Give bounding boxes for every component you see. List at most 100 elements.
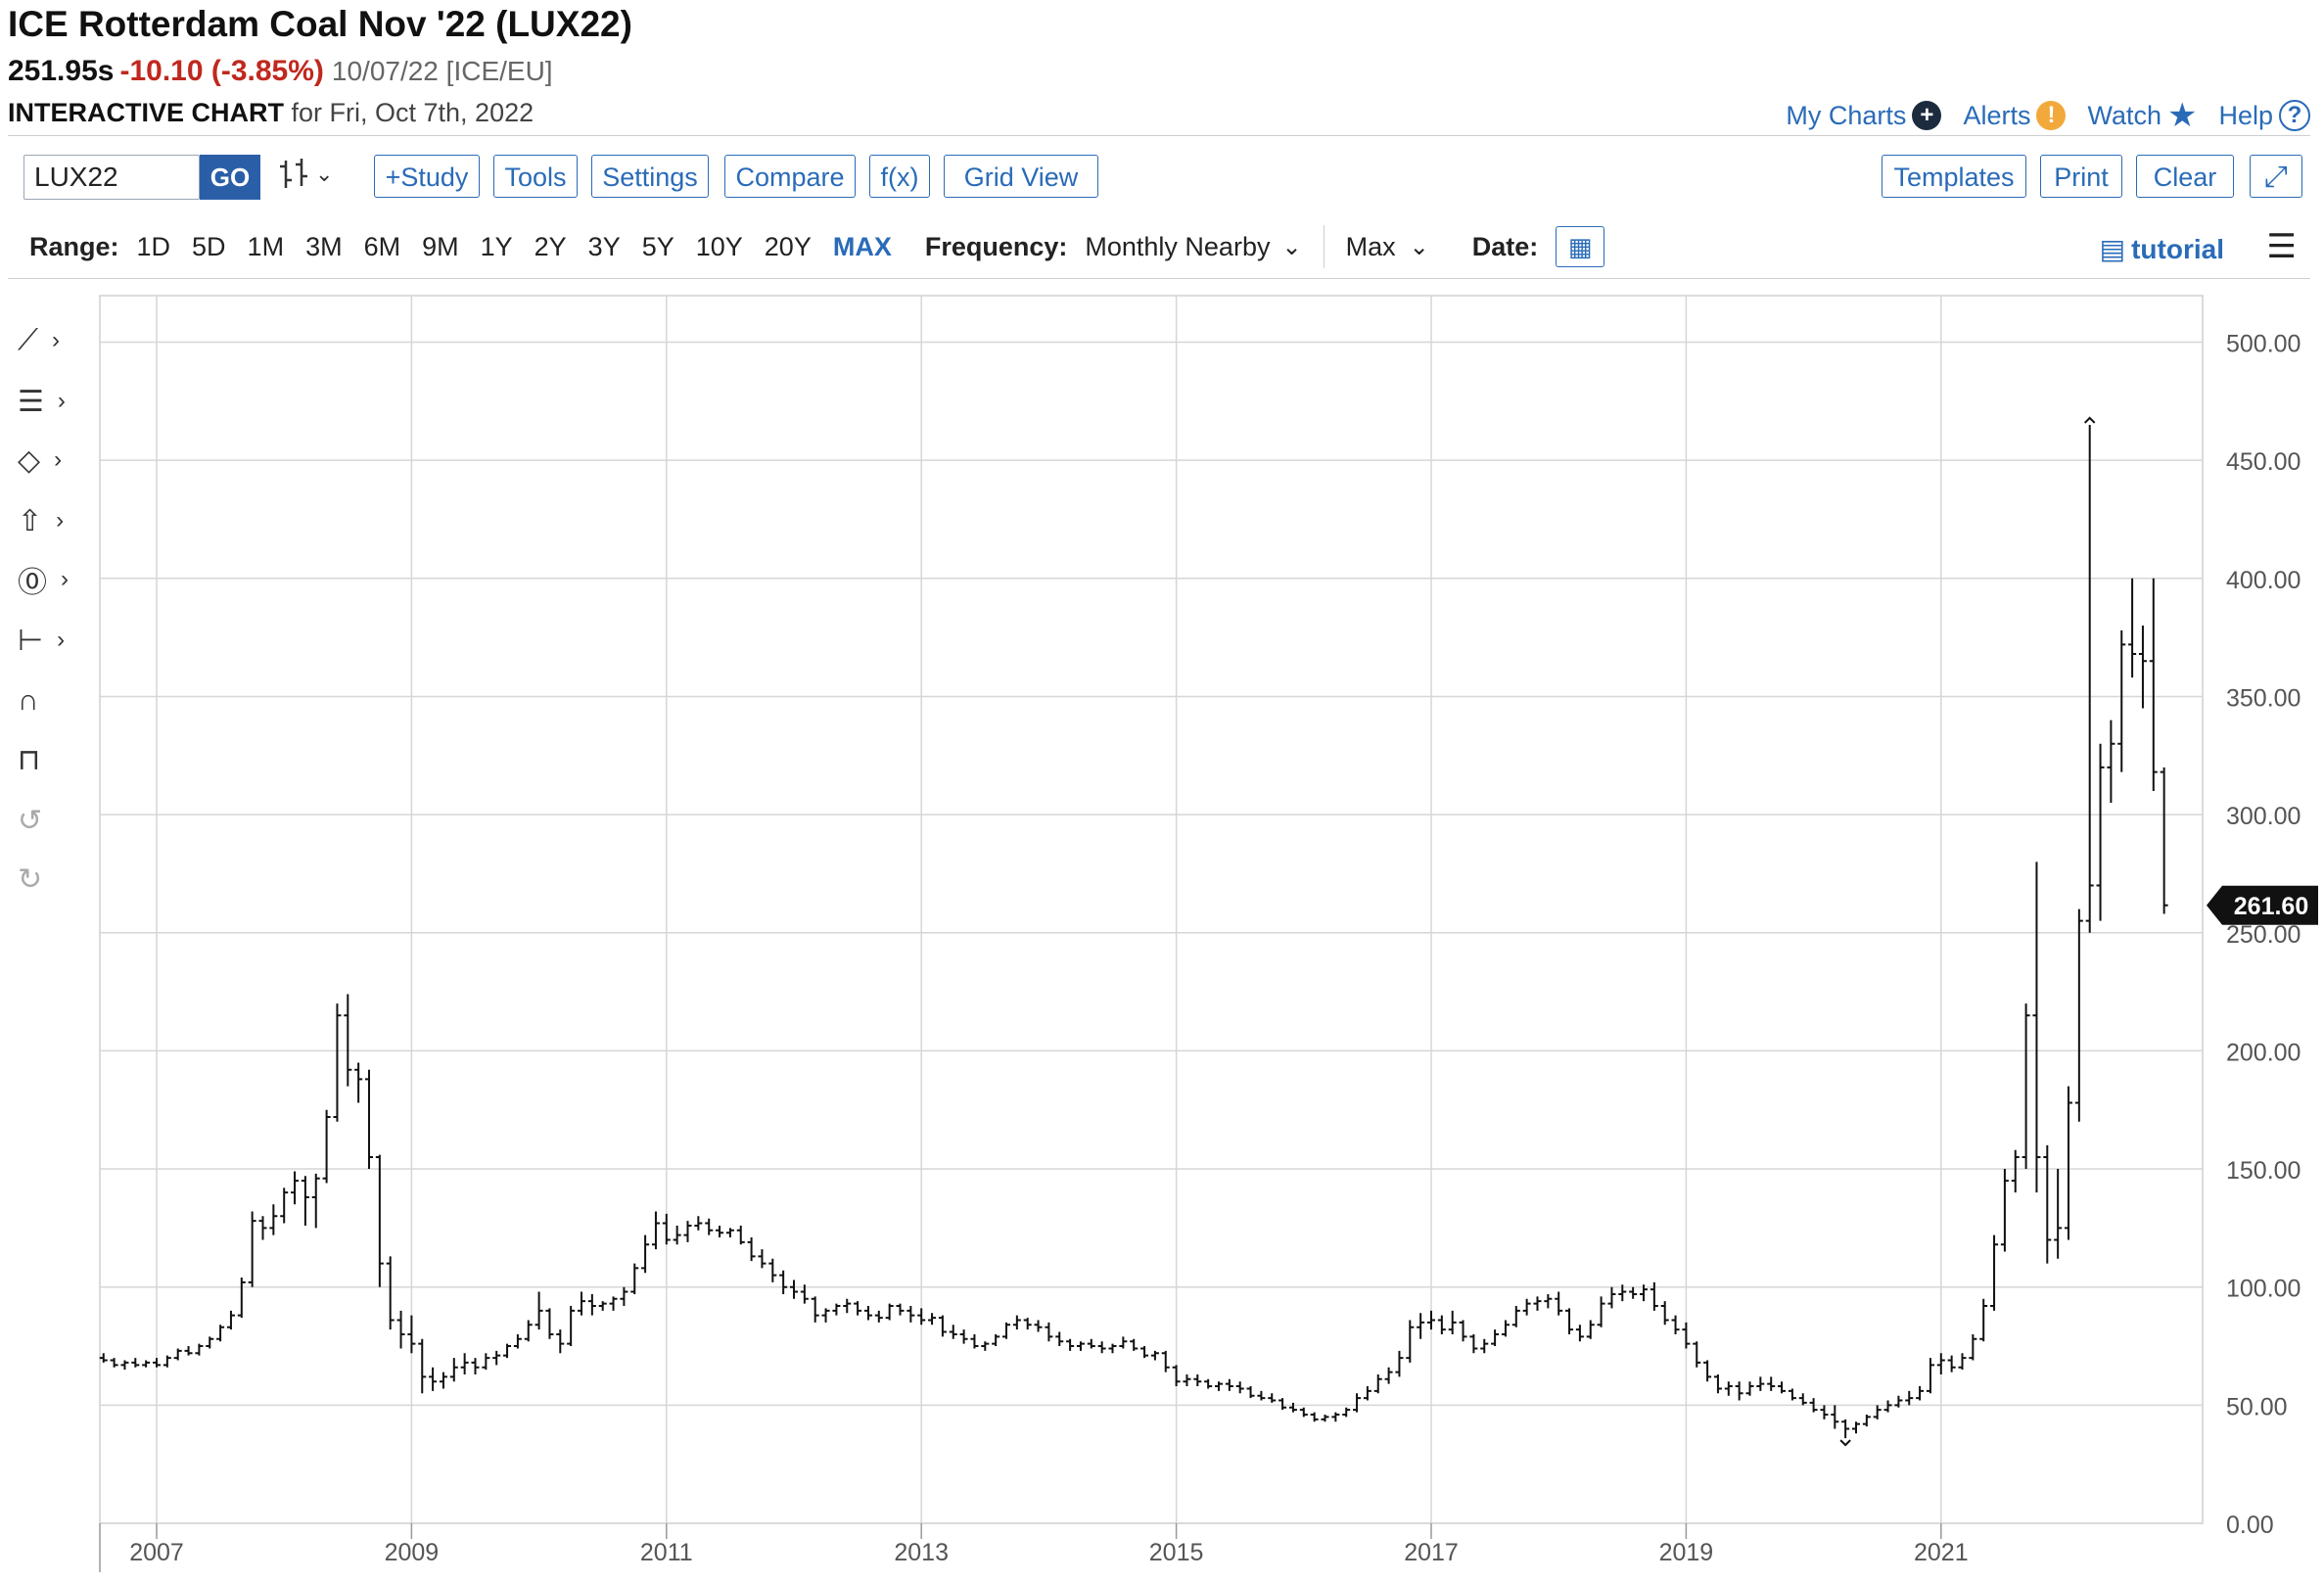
ohlc-bar (1575, 1325, 1584, 1342)
frequency-select[interactable]: Monthly Nearby ⌄ (1085, 232, 1301, 262)
range-option-3m[interactable]: 3M (305, 231, 343, 261)
alert-icon: ! (2036, 101, 2067, 130)
annotation-tool[interactable]: ⓪ › (18, 558, 84, 601)
calendar-button[interactable]: ▦ (1556, 226, 1605, 267)
help-link[interactable]: Help ? (2218, 100, 2310, 131)
x-tick-label: 2013 (894, 1539, 949, 1566)
magnet-icon: ∩ (18, 684, 39, 717)
ohlc-bar (1235, 1381, 1244, 1394)
y-tick-label: 350.00 (2226, 684, 2301, 712)
compare-button[interactable]: Compare (724, 155, 856, 198)
tutorial-link[interactable]: ▤ tutorial (2100, 233, 2224, 265)
ohlc-bar (1066, 1338, 1075, 1351)
ohlc-bar (163, 1355, 171, 1368)
ohlc-bar (269, 1204, 278, 1235)
range-option-5y[interactable]: 5Y (641, 231, 674, 261)
ohlc-bar (1640, 1284, 1648, 1302)
arrow-tool[interactable]: ⇧ › (18, 499, 84, 542)
measure-tool[interactable]: ⊢ › (18, 619, 84, 662)
y-tick-label: 100.00 (2226, 1276, 2301, 1303)
grid-view-button[interactable]: Grid View (944, 155, 1098, 198)
range-option-2y[interactable]: 2Y (534, 231, 567, 261)
y-tick-label: 200.00 (2226, 1039, 2301, 1066)
ohlc-bar (524, 1320, 533, 1342)
chevron-down-icon: ⌄ (315, 162, 334, 186)
chevron-right-icon: › (61, 566, 69, 592)
low-marker (1839, 1439, 1851, 1447)
ohlc-bar (1023, 1318, 1032, 1330)
ohlc-bar (874, 1310, 883, 1323)
range-option-1y[interactable]: 1Y (480, 231, 513, 261)
clear-button[interactable]: Clear (2136, 155, 2234, 198)
range-option-max[interactable]: MAX (832, 231, 892, 261)
bar-type-selector[interactable]: ⌄ (278, 157, 333, 192)
magnet-tool[interactable]: ∩ (18, 679, 84, 722)
range-option-1d[interactable]: 1D (136, 231, 171, 261)
range-option-6m[interactable]: 6M (363, 231, 401, 261)
lock-tool[interactable]: ⊓ (18, 738, 84, 781)
study-button[interactable]: +Study (374, 155, 480, 198)
tools-button[interactable]: Tools (493, 155, 578, 198)
ohlc-bar (1288, 1402, 1297, 1413)
ohlc-bar (1713, 1373, 1722, 1394)
top-links: My Charts + Alerts ! Watch ★ Help ? (1786, 96, 2310, 135)
my-charts-label: My Charts (1786, 100, 1907, 130)
undo-tool[interactable]: ↺ (18, 799, 84, 842)
fx-button[interactable]: f(x) (869, 155, 930, 198)
ohlc-bar (1533, 1296, 1542, 1311)
chevron-right-icon: › (57, 388, 66, 414)
range-option-3y[interactable]: 3Y (587, 231, 621, 261)
range-option-9m[interactable]: 9M (422, 231, 459, 261)
expand-button[interactable]: ⤢ (2250, 155, 2302, 198)
range-option-1m[interactable]: 1M (247, 231, 285, 261)
fib-tool[interactable]: ☰ › (18, 380, 84, 423)
ohlc-bar (2107, 720, 2115, 804)
ohlc-bar (365, 1069, 373, 1170)
ohlc-bar-icon (280, 159, 307, 188)
ohlc-bar (99, 1353, 108, 1363)
redo-tool[interactable]: ↻ (18, 858, 84, 901)
symbol-input[interactable]: LUX22 (23, 155, 200, 200)
ohlc-bar (418, 1338, 427, 1394)
chevron-right-icon: › (54, 446, 63, 473)
quote-line: 251.95s -10.10 (-3.85%) 10/07/22 [ICE/EU] (8, 55, 553, 88)
ohlc-bar (1979, 1298, 1988, 1342)
ohlc-bar (673, 1225, 681, 1245)
max-value: Max (1345, 231, 1396, 261)
range-option-10y[interactable]: 10Y (695, 231, 743, 261)
divider (8, 135, 2310, 136)
templates-button[interactable]: Templates (1882, 155, 2026, 198)
menu-icon[interactable]: ☰ (2266, 228, 2297, 265)
go-button[interactable]: GO (200, 155, 260, 200)
ohlc-bar (1108, 1343, 1117, 1354)
range-option-20y[interactable]: 20Y (764, 231, 812, 261)
watch-link[interactable]: Watch ★ (2087, 96, 2197, 135)
ohlc-bar (1268, 1393, 1277, 1403)
ohlc-bar (1130, 1338, 1139, 1351)
ohlc-bar (1682, 1322, 1691, 1349)
ohlc-bar (2085, 424, 2094, 933)
ohlc-bar (1809, 1398, 1818, 1413)
max-select[interactable]: Max ⌄ (1346, 232, 1429, 262)
ohlc-bar (1246, 1386, 1255, 1399)
alerts-link[interactable]: Alerts ! (1963, 101, 2067, 131)
ohlc-bar (1501, 1320, 1510, 1337)
range-option-5d[interactable]: 5D (192, 231, 226, 261)
ohlc-bar (2160, 767, 2168, 914)
ohlc-bar (1140, 1346, 1149, 1359)
my-charts-link[interactable]: My Charts + (1786, 100, 1942, 131)
print-button[interactable]: Print (2040, 155, 2122, 198)
ohlc-bar (482, 1353, 490, 1371)
separator (1323, 225, 1325, 268)
ohlc-bar (1629, 1286, 1638, 1299)
ohlc-bar (333, 1003, 342, 1122)
ohlc-bar (1417, 1313, 1425, 1339)
line-tool[interactable]: ⟋ › (18, 319, 84, 362)
shape-tool[interactable]: ◇ › (18, 439, 84, 482)
ohlc-bar (567, 1306, 576, 1347)
settings-button[interactable]: Settings (591, 155, 709, 198)
ohlc-bar (725, 1228, 734, 1238)
ohlc-bar (854, 1301, 862, 1316)
ohlc-bar (173, 1348, 182, 1361)
